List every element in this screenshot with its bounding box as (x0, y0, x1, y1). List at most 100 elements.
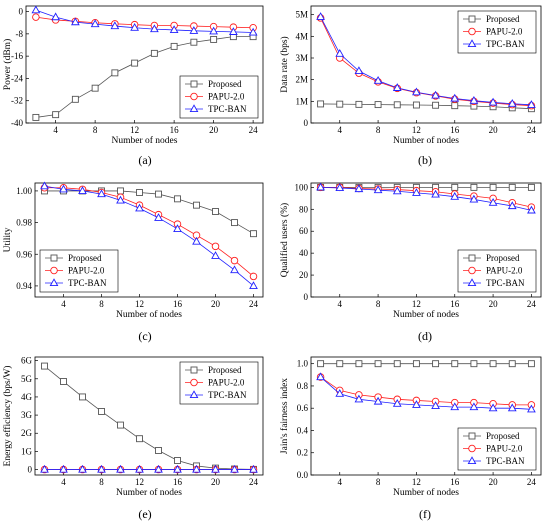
data-point (117, 187, 124, 195)
data-point (116, 464, 125, 473)
legend-entry: Proposed (208, 365, 242, 375)
x-tick-label: 16 (173, 299, 183, 309)
data-point (169, 25, 179, 34)
x-tick-label: 4 (61, 299, 66, 309)
legend-marker (190, 378, 198, 387)
x-tick-label: 12 (135, 477, 144, 487)
legend-entry: Proposed (68, 253, 102, 263)
data-point (60, 378, 67, 385)
x-tick-label: 12 (412, 125, 421, 135)
legend-marker (467, 456, 477, 465)
x-tick-label: 24 (527, 477, 537, 487)
legend: Proposed PAPU-2.0 TPC-BAN (457, 10, 537, 54)
x-tick-label: 16 (450, 299, 460, 309)
series-tpc-ban (40, 181, 258, 289)
data-point (79, 393, 86, 401)
y-tick-label: 80 (299, 204, 309, 214)
data-point (97, 464, 106, 473)
y-tick-label: 20 (299, 270, 309, 280)
data-point (469, 402, 479, 411)
x-tick-label: 24 (249, 125, 259, 135)
x-tick-label: 20 (489, 477, 499, 487)
plot-frame (34, 182, 264, 298)
y-tick-label: 4M (295, 31, 308, 41)
data-point (355, 360, 363, 368)
data-point (155, 447, 162, 454)
data-point (373, 76, 383, 84)
data-point (154, 464, 163, 473)
legend-entry: PAPU-2.0 (486, 266, 523, 276)
data-point (209, 26, 218, 35)
chart-panel-a: 4 8 12 16 20 24 -40 -32 -24 -16 -8 0 Number of nodes… (2, 5, 264, 167)
y-axis-label: Jain's fairness index (279, 378, 290, 454)
data-point (470, 183, 478, 191)
y-tick-label: -16 (11, 51, 23, 61)
data-point (136, 435, 143, 443)
legend-marker (468, 27, 476, 36)
data-point (231, 219, 238, 227)
data-point (135, 464, 144, 473)
plot-frame (310, 182, 542, 298)
y-axis-label: Data rate (bps) (279, 36, 290, 92)
data-point (155, 190, 162, 198)
chart-panel-e: 4 8 12 16 20 24 0 1G 2G 3G 4G 5G 6G Number of nodes En… (2, 356, 264, 521)
data-point (354, 394, 364, 403)
data-point (190, 38, 198, 46)
x-tick-label: 20 (489, 299, 499, 309)
data-point (450, 191, 460, 200)
series-proposed (32, 33, 257, 121)
series-line (320, 186, 532, 211)
x-tick-label: 20 (211, 299, 221, 309)
panel-caption: (a) (138, 153, 151, 167)
series-proposed (317, 100, 535, 113)
legend-marker (467, 278, 477, 287)
data-point (229, 27, 238, 35)
x-axis-label: Number of nodes (393, 309, 459, 320)
data-point (527, 205, 536, 214)
data-point (335, 183, 345, 191)
y-tick-label: 2M (295, 75, 308, 85)
x-tick-label: 4 (338, 299, 343, 309)
data-point (230, 265, 239, 274)
data-point (98, 408, 105, 415)
x-tick-label: 16 (170, 125, 180, 135)
data-point (173, 464, 182, 473)
data-point (450, 402, 460, 411)
y-tick-label: 0.0 (297, 470, 309, 480)
x-tick-label: 24 (527, 299, 537, 309)
legend-marker (468, 15, 476, 23)
y-tick-label: 0 (28, 465, 33, 475)
data-point (59, 464, 68, 473)
data-point (189, 26, 199, 34)
y-tick-label: 3G (21, 410, 33, 420)
legend-marker (50, 254, 58, 262)
data-point (317, 100, 325, 108)
x-axis-label: Number of nodes (112, 135, 178, 146)
panel-caption: (c) (138, 329, 151, 343)
data-point (230, 256, 239, 265)
data-point (451, 183, 459, 191)
series-proposed (317, 360, 535, 368)
data-point (71, 17, 80, 26)
y-tick-label: 0.4 (297, 425, 309, 435)
data-point (527, 100, 536, 108)
legend-marker (189, 104, 199, 113)
data-point (393, 360, 401, 368)
series-line (44, 190, 254, 235)
data-point (111, 69, 119, 77)
y-tick-label: 100 (295, 182, 309, 192)
x-tick-label: 12 (412, 299, 421, 309)
y-tick-label: 0.8 (297, 381, 309, 391)
y-tick-label: -24 (11, 73, 23, 83)
y-tick-label: 0 (304, 118, 309, 128)
x-tick-label: 4 (338, 125, 343, 135)
legend-entry: PAPU-2.0 (486, 27, 523, 37)
data-point (90, 19, 100, 28)
x-tick-label: 4 (61, 477, 66, 487)
x-axis-label: Number of nodes (393, 487, 459, 498)
data-point (249, 272, 258, 281)
y-tick-label: 0.96 (16, 249, 32, 259)
y-tick-label: 0 (304, 292, 309, 302)
y-tick-label: 40 (299, 248, 309, 258)
data-point (136, 189, 143, 196)
